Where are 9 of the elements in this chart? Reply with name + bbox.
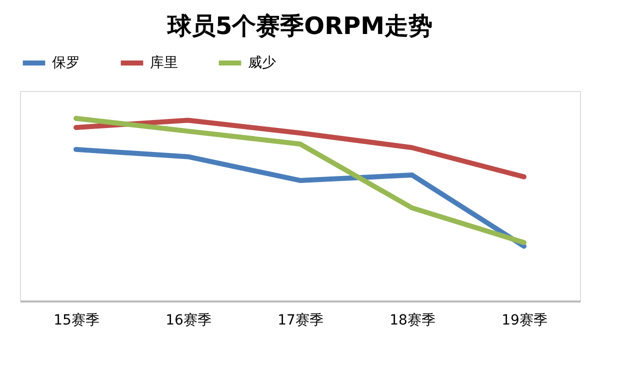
legend-label: 威少	[248, 55, 276, 71]
x-tick-label: 19赛季	[502, 312, 548, 328]
legend-label: 库里	[150, 55, 178, 71]
x-tick-label: 16赛季	[166, 312, 212, 328]
legend-label: 保罗	[52, 55, 80, 71]
x-tick-label: 15赛季	[54, 312, 100, 328]
chart-title: 球员5个赛季ORPM走势	[166, 12, 433, 40]
x-tick-label: 17赛季	[278, 312, 324, 328]
x-tick-label: 18赛季	[390, 312, 436, 328]
